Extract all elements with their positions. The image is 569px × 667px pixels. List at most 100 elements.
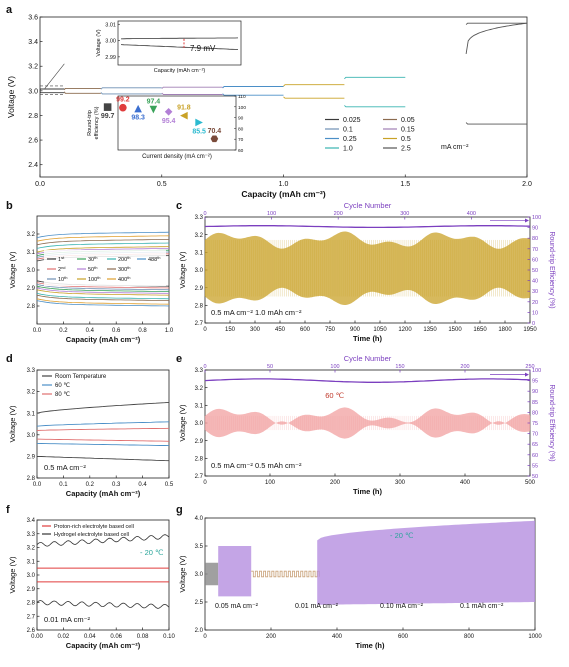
c-y2-tick-label: 30 [532, 289, 538, 295]
f-x-tick-label: 0.06 [110, 634, 122, 640]
d-x-tick-label: 0.2 [86, 482, 95, 488]
b-charge-curve [36, 242, 170, 249]
b-discharge-curve [36, 289, 170, 296]
d-x-tick-label: 0.4 [138, 482, 147, 488]
a-legend-unit: mA cm⁻² [441, 144, 469, 151]
g-y-tick-label: 2.5 [195, 600, 204, 606]
c-x-tick-label: 750 [325, 327, 336, 333]
d-axes: 0.0 0.1 0.2 0.3 0.4 0.5 2.8 2.9 3.0 3.1 3.2 3.3 Capa… [8, 368, 174, 498]
panel-letter-e: e [176, 353, 182, 365]
g-axes: 0 200 400 600 800 1000 2.0 2.5 3.0 3.5 4.0 Time (h)… [178, 516, 542, 650]
c-top-tick-label: 300 [400, 211, 409, 217]
a-x-tick-label: 0.5 [157, 181, 167, 188]
b-legend-label: 200th [118, 255, 131, 263]
b-y-tick-label: 2.8 [27, 304, 36, 310]
a-axes: 0.0 0.5 1.0 1.5 2.0 2.4 2.6 2.8 3.0 3.2 3.4 3.6 Capa… [6, 14, 532, 199]
c-y-tick-label: 3.3 [195, 215, 204, 221]
g-condition-annotation: 0.01 mA cm⁻² [295, 603, 339, 610]
a-inset-bottom-x-title: Current density (mA cm⁻²) [142, 154, 212, 160]
a-inset-bottom-y-title: Round-trip [87, 110, 93, 136]
g-temperature-label: - 20 ℃ [390, 531, 414, 540]
b-y-tick-label: 2.9 [27, 286, 36, 292]
c-y-tick-label: 2.9 [195, 286, 204, 292]
c-top-tick-label: 0 [203, 211, 206, 217]
a-discharge-curve [39, 91, 65, 94]
a-discharge-curve [344, 105, 406, 108]
e-y2-axis-title: Round-trip Efficiency (%) [548, 384, 555, 461]
f-legend: Proton-rich electrolyte based cell Hydrog… [42, 524, 134, 538]
a-inset-bottom-y-tick-label: 60 [238, 148, 244, 154]
d-y-tick-label: 3.3 [27, 368, 36, 374]
a-efficiency-marker [134, 104, 142, 113]
e-condition-annotation: 0.5 mA cm⁻² 0.5 mAh cm⁻² [211, 461, 302, 470]
f-x-axis-title: Capacity (mAh cm⁻²) [66, 641, 141, 650]
e-x-tick-label: 200 [330, 480, 341, 486]
e-top-tick-label: 250 [525, 364, 534, 370]
panel-letter-f: f [6, 504, 10, 516]
f-x-tick-label: 0.10 [163, 634, 175, 640]
b-x-tick-label: 0.8 [138, 328, 147, 334]
f-y-tick-label: 2.8 [27, 601, 36, 607]
a-legend-label: 0.025 [343, 117, 361, 124]
c-x-tick-label: 1800 [498, 327, 512, 333]
f-y-tick-label: 2.6 [27, 628, 36, 634]
g-y-tick-label: 3.5 [195, 544, 204, 550]
a-y-tick-label: 3.6 [28, 14, 38, 21]
a-inset-top-frame [117, 20, 242, 66]
d-legend-label: Room Temperature [55, 374, 107, 380]
b-x-axis-title: Capacity (mAh cm⁻²) [66, 335, 141, 344]
f-x-tick-label: 0.00 [31, 634, 43, 640]
a-inset-top-discharge [120, 44, 239, 50]
a-efficiency-marker [164, 107, 173, 116]
a-charge-curve [465, 22, 527, 25]
b-legend-suffix: th [97, 275, 100, 280]
a-y-tick-label: 3.0 [28, 88, 38, 95]
b-legend-label: 50th [88, 265, 97, 273]
d-discharge-curve [36, 438, 170, 442]
a-efficiency-value-label: 95.4 [162, 118, 176, 125]
c-y-tick-label: 2.7 [195, 321, 204, 327]
d-charge-curve [36, 401, 170, 414]
b-discharge-curve [36, 287, 170, 294]
c-y-tick-label: 3.1 [195, 250, 204, 256]
d-y-tick-label: 2.8 [27, 476, 36, 482]
a-x-tick-label: 0.0 [35, 181, 45, 188]
f-y-tick-label: 2.9 [27, 587, 36, 593]
c-x-axis-title: Time (h) [353, 334, 383, 343]
a-zoom-arrow [44, 63, 65, 89]
b-legend-suffix: th [64, 275, 67, 280]
f-y-tick-label: 3.1 [27, 559, 36, 565]
a-discharge-curve [465, 122, 527, 125]
b-legend-background [44, 250, 166, 286]
d-legend-label: 60 ℃ [55, 383, 70, 389]
b-legend: 1st 2nd 10th 30th 50th 100th 200th 300th 400th 48… [44, 250, 166, 286]
b-legend-suffix: st [61, 255, 65, 260]
a-discharge-curve [63, 91, 101, 94]
a-efficiency-value-label: 91.8 [177, 105, 191, 112]
b-charge-curve [36, 246, 170, 253]
e-top-tick-label: 50 [267, 364, 273, 370]
g-x-tick-label: 1000 [528, 634, 542, 640]
c-x-tick-label: 1200 [398, 327, 412, 333]
b-axes: 0.0 0.2 0.4 0.6 0.8 1.0 2.8 2.9 3.0 3.1 3.2 Capacit… [8, 215, 174, 344]
a-efficiency-value-label: 99.2 [116, 97, 130, 104]
c-x-tick-label: 900 [350, 327, 361, 333]
a-x-tick-label: 1.0 [279, 181, 289, 188]
b-legend-suffix: th [94, 265, 97, 270]
b-charge-curve [36, 231, 170, 238]
c-y2-tick-label: 80 [532, 236, 538, 242]
e-top-axis-title: Cycle Number [344, 354, 392, 363]
b-legend-label: 300th [118, 265, 131, 273]
d-y-tick-label: 3.0 [27, 433, 36, 439]
b-discharge-curve [36, 298, 170, 305]
f-y-tick-label: 3.4 [27, 518, 36, 524]
a-efficiency-marker [103, 103, 112, 111]
a-inset-top-charge [120, 37, 239, 40]
c-y-axis-title: Voltage (V) [178, 251, 187, 289]
b-legend-suffix: th [127, 255, 130, 260]
c-y2-tick-label: 50 [532, 268, 538, 274]
b-discharge-curve [36, 300, 170, 307]
c-x-tick-label: 600 [300, 327, 311, 333]
c-x-tick-label: 1050 [373, 327, 387, 333]
c-x-tick-label: 1950 [523, 327, 537, 333]
